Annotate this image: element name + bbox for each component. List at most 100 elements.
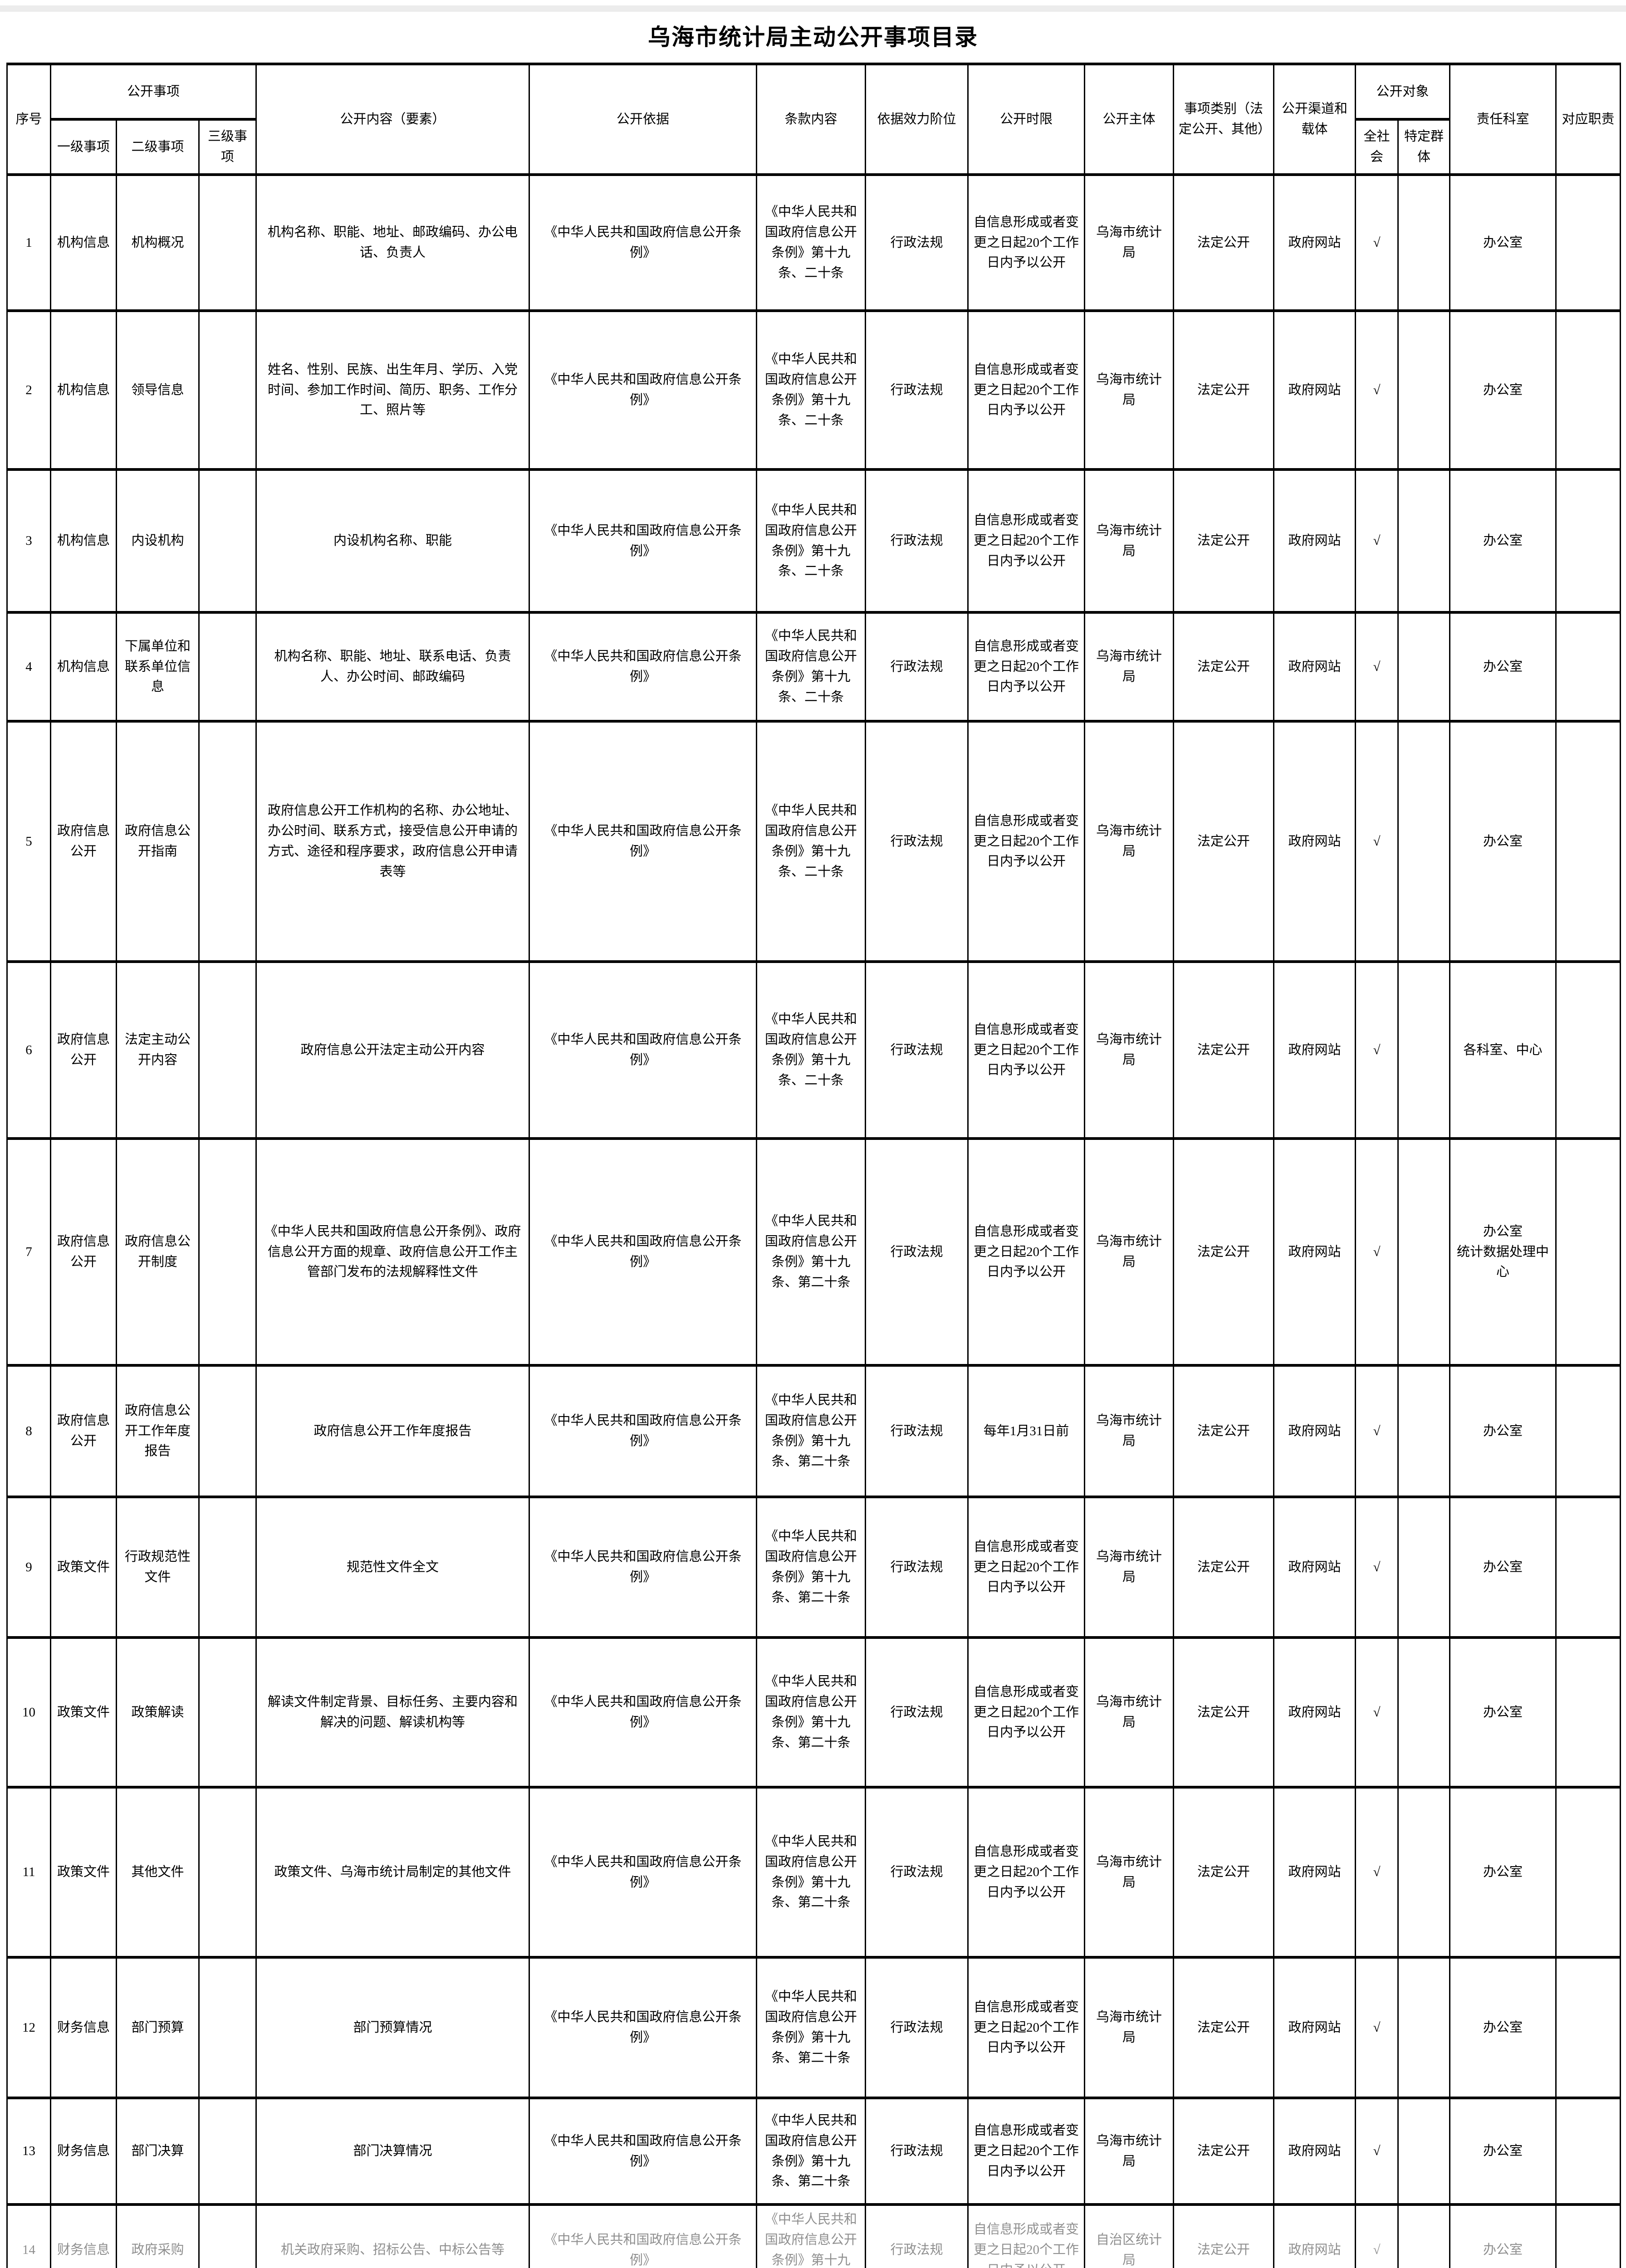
table-row: 7 政府信息公开 政府信息公开制度 《中华人民共和国政府信息公开条例》、政府信息… <box>6 1137 1621 1367</box>
header-seq: 序号 <box>6 63 51 176</box>
cell-level1: 政府信息公开 <box>50 1364 117 1498</box>
cell-level: 行政法规 <box>865 309 969 471</box>
cell-seq: 7 <box>6 1137 51 1367</box>
cell-category: 法定公开 <box>1173 2203 1275 2268</box>
cell-duty <box>1555 1364 1621 1498</box>
cell-level3 <box>198 1496 257 1639</box>
cell-channel: 政府网站 <box>1273 1364 1357 1498</box>
cell-department: 办公室 <box>1449 720 1557 963</box>
cell-clause: 《中华人民共和国政府信息公开条例》第十九条、二十条 <box>756 468 867 614</box>
cell-level2: 行政规范性文件 <box>116 1496 200 1639</box>
cell-time-limit: 自信息形成或者变更之日起20个工作日内予以公开 <box>967 309 1086 471</box>
cell-basis: 《中华人民共和国政府信息公开条例》 <box>529 2203 758 2268</box>
cell-level1: 机构信息 <box>50 611 117 723</box>
header-target-group: 公开对象 <box>1355 63 1451 121</box>
cell-level: 行政法规 <box>865 1786 969 1959</box>
cell-specific-group <box>1397 960 1451 1140</box>
cell-specific-group <box>1397 309 1451 471</box>
cell-all-society-checkmark: √ <box>1355 2203 1399 2268</box>
cell-content: 政府信息公开法定主动公开内容 <box>255 960 530 1140</box>
cell-time-limit: 自信息形成或者变更之日起20个工作日内予以公开 <box>967 1636 1086 1789</box>
cell-time-limit: 自信息形成或者变更之日起20个工作日内予以公开 <box>967 1137 1086 1367</box>
cell-basis: 《中华人民共和国政府信息公开条例》 <box>529 960 758 1140</box>
cell-level1: 政府信息公开 <box>50 1137 117 1367</box>
header-content: 公开内容（要素） <box>255 63 530 176</box>
cell-category: 法定公开 <box>1173 1364 1275 1498</box>
cell-department: 办公室 <box>1449 309 1557 471</box>
cell-basis: 《中华人民共和国政府信息公开条例》 <box>529 468 758 614</box>
header-duty: 对应职责 <box>1555 63 1621 176</box>
cell-channel: 政府网站 <box>1273 1137 1357 1367</box>
cell-time-limit: 自信息形成或者变更之日起20个工作日内予以公开 <box>967 960 1086 1140</box>
cell-level3 <box>198 309 257 471</box>
cell-level1: 政策文件 <box>50 1496 117 1639</box>
header-channel: 公开渠道和载体 <box>1273 63 1357 176</box>
cell-clause: 《中华人民共和国政府信息公开条例》第十九条、第二十条 <box>756 2097 867 2206</box>
cell-specific-group <box>1397 1364 1451 1498</box>
cell-specific-group <box>1397 1137 1451 1367</box>
cell-time-limit: 自信息形成或者变更之日起20个工作日内予以公开 <box>967 2203 1086 2268</box>
cell-level: 行政法规 <box>865 1956 969 2099</box>
cell-duty <box>1555 1636 1621 1789</box>
cell-category: 法定公开 <box>1173 720 1275 963</box>
table-row: 8 政府信息公开 政府信息公开工作年度报告 政府信息公开工作年度报告 《中华人民… <box>6 1364 1621 1498</box>
cell-basis: 《中华人民共和国政府信息公开条例》 <box>529 1364 758 1498</box>
cell-level: 行政法规 <box>865 1496 969 1639</box>
header-subject: 公开主体 <box>1084 63 1175 176</box>
cell-specific-group <box>1397 1786 1451 1959</box>
cell-level1: 政策文件 <box>50 1636 117 1789</box>
table-row: 10 政策文件 政策解读 解读文件制定背景、目标任务、主要内容和解决的问题、解读… <box>6 1636 1621 1789</box>
cell-level3 <box>198 2097 257 2206</box>
cell-seq: 4 <box>6 611 51 723</box>
header-level1: 一级事项 <box>50 118 117 176</box>
cell-level1: 机构信息 <box>50 173 117 312</box>
cell-level1: 政府信息公开 <box>50 960 117 1140</box>
cell-subject: 乌海市统计局 <box>1084 1496 1175 1639</box>
table-row: 13 财务信息 部门决算 部门决算情况 《中华人民共和国政府信息公开条例》 《中… <box>6 2097 1621 2206</box>
cell-level3 <box>198 1137 257 1367</box>
cell-content: 规范性文件全文 <box>255 1496 530 1639</box>
cell-department: 办公室 <box>1449 468 1557 614</box>
cell-level2: 政府信息公开指南 <box>116 720 200 963</box>
table-body: 1 机构信息 机构概况 机构名称、职能、地址、邮政编码、办公电话、负责人 《中华… <box>6 173 1621 2268</box>
cell-level1: 机构信息 <box>50 468 117 614</box>
cell-level2: 领导信息 <box>116 309 200 471</box>
cell-duty <box>1555 173 1621 312</box>
cell-specific-group <box>1397 720 1451 963</box>
header-time-limit: 公开时限 <box>967 63 1086 176</box>
cell-subject: 乌海市统计局 <box>1084 611 1175 723</box>
cell-specific-group <box>1397 173 1451 312</box>
cell-clause: 《中华人民共和国政府信息公开条例》第十九条、第二十条 <box>756 1786 867 1959</box>
cell-basis: 《中华人民共和国政府信息公开条例》 <box>529 1786 758 1959</box>
table-row: 11 政策文件 其他文件 政策文件、乌海市统计局制定的其他文件 《中华人民共和国… <box>6 1786 1621 1959</box>
cell-content: 政府信息公开工作年度报告 <box>255 1364 530 1498</box>
cell-duty <box>1555 720 1621 963</box>
header-department: 责任科室 <box>1449 63 1557 176</box>
cell-level2: 部门决算 <box>116 2097 200 2206</box>
cell-subject: 乌海市统计局 <box>1084 173 1175 312</box>
cell-subject: 乌海市统计局 <box>1084 1786 1175 1959</box>
cell-specific-group <box>1397 1636 1451 1789</box>
cell-level: 行政法规 <box>865 173 969 312</box>
cell-category: 法定公开 <box>1173 468 1275 614</box>
cell-category: 法定公开 <box>1173 309 1275 471</box>
cell-level: 行政法规 <box>865 2097 969 2206</box>
cell-level1: 机构信息 <box>50 309 117 471</box>
cell-category: 法定公开 <box>1173 960 1275 1140</box>
cell-content: 《中华人民共和国政府信息公开条例》、政府信息公开方面的规章、政府信息公开工作主管… <box>255 1137 530 1367</box>
table-header: 序号 公开事项 公开内容（要素） 公开依据 条款内容 依据效力阶位 公开时限 公… <box>6 63 1621 176</box>
header-disclosure-items-group: 公开事项 <box>49 63 257 121</box>
cell-clause: 《中华人民共和国政府信息公开条例》第十九条、二十条 <box>756 173 867 312</box>
table-row: 2 机构信息 领导信息 姓名、性别、民族、出生年月、学历、入党时间、参加工作时间… <box>6 309 1621 471</box>
header-level3: 三级事项 <box>198 118 257 176</box>
cell-specific-group <box>1397 1496 1451 1639</box>
cell-clause: 《中华人民共和国政府信息公开条例》第十九条、二十条 <box>756 611 867 723</box>
cell-all-society-checkmark: √ <box>1355 1496 1399 1639</box>
cell-all-society-checkmark: √ <box>1355 468 1399 614</box>
table-row: 4 机构信息 下属单位和联系单位信息 机构名称、职能、地址、联系电话、负责人、办… <box>6 611 1621 723</box>
cell-all-society-checkmark: √ <box>1355 173 1399 312</box>
cell-seq: 10 <box>6 1636 51 1789</box>
cell-time-limit: 自信息形成或者变更之日起20个工作日内予以公开 <box>967 1496 1086 1639</box>
cell-seq: 1 <box>6 173 51 312</box>
